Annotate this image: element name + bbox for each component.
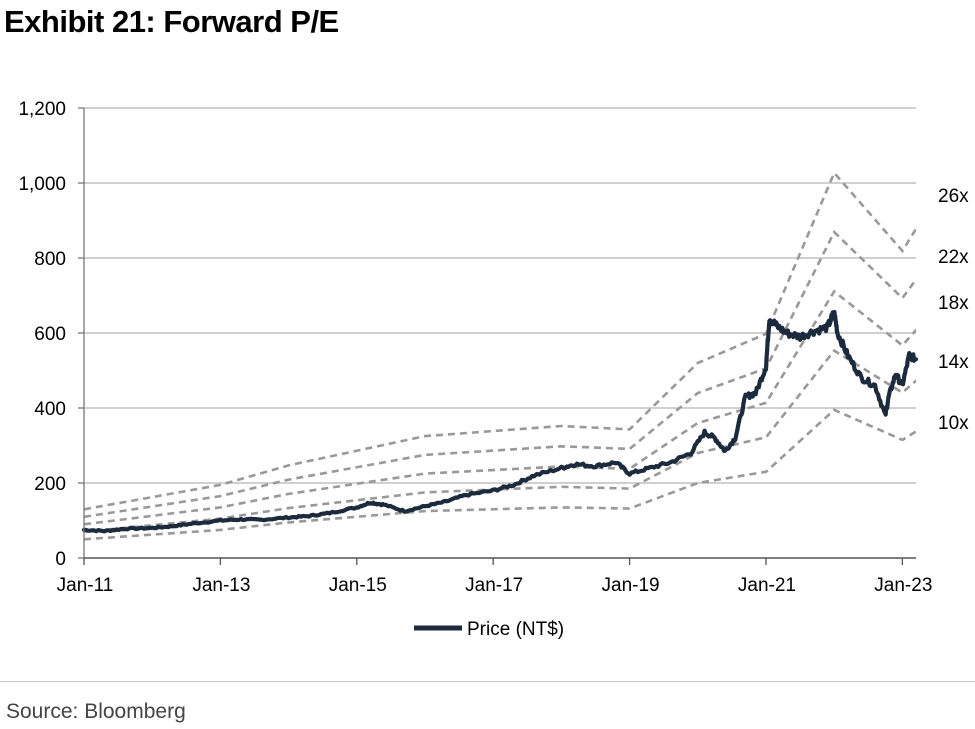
pe-label-26x: 26x: [938, 186, 969, 207]
x-tick-label-2: Jan-15: [329, 575, 387, 596]
x-tick-label-6: Jan-23: [874, 575, 932, 596]
y-tick-label-1: 200: [34, 474, 66, 495]
pe-band-labels: 26x 22x 18x 14x 10x: [938, 186, 969, 434]
y-axis-ticks: 0 200 400 600 800 1,000 1,200: [18, 99, 84, 570]
x-tick-label-3: Jan-17: [465, 575, 523, 596]
pe-band-14x: [84, 348, 916, 534]
page-title: Exhibit 21: Forward P/E: [4, 4, 339, 39]
grid-lines: [84, 107, 916, 484]
pe-label-14x: 14x: [938, 352, 969, 373]
y-tick-label-4: 800: [34, 249, 66, 270]
pe-band-22x: [84, 229, 916, 519]
price-line: [81, 309, 919, 534]
pe-label-18x: 18x: [938, 293, 969, 314]
pe-band-10x: [84, 408, 916, 541]
legend: Price (NT$): [414, 619, 564, 640]
x-axis-ticks: Jan-11 Jan-13 Jan-15 Jan-17 Jan-19 Jan-21 Jan-…: [57, 558, 932, 596]
y-tick-label-0: 0: [55, 549, 66, 570]
x-tick-label-4: Jan-19: [602, 575, 660, 596]
pe-band-26x: [84, 170, 916, 511]
pe-label-22x: 22x: [938, 247, 969, 268]
x-tick-label-1: Jan-13: [192, 575, 250, 596]
y-tick-label-6: 1,200: [18, 99, 66, 120]
pe-band-lines: [84, 170, 916, 541]
x-tick-label-5: Jan-21: [738, 575, 796, 596]
y-tick-label-3: 600: [34, 324, 66, 345]
pe-label-10x: 10x: [938, 413, 969, 434]
legend-label-price: Price (NT$): [467, 619, 564, 640]
y-tick-label-2: 400: [34, 399, 66, 420]
price-line-group: [81, 309, 919, 534]
y-tick-label-5: 1,000: [18, 174, 66, 195]
divider: [0, 681, 975, 682]
source-note: Source: Bloomberg: [6, 700, 186, 723]
x-tick-label-0: Jan-11: [57, 575, 114, 596]
pe-band-18x: [84, 289, 916, 526]
